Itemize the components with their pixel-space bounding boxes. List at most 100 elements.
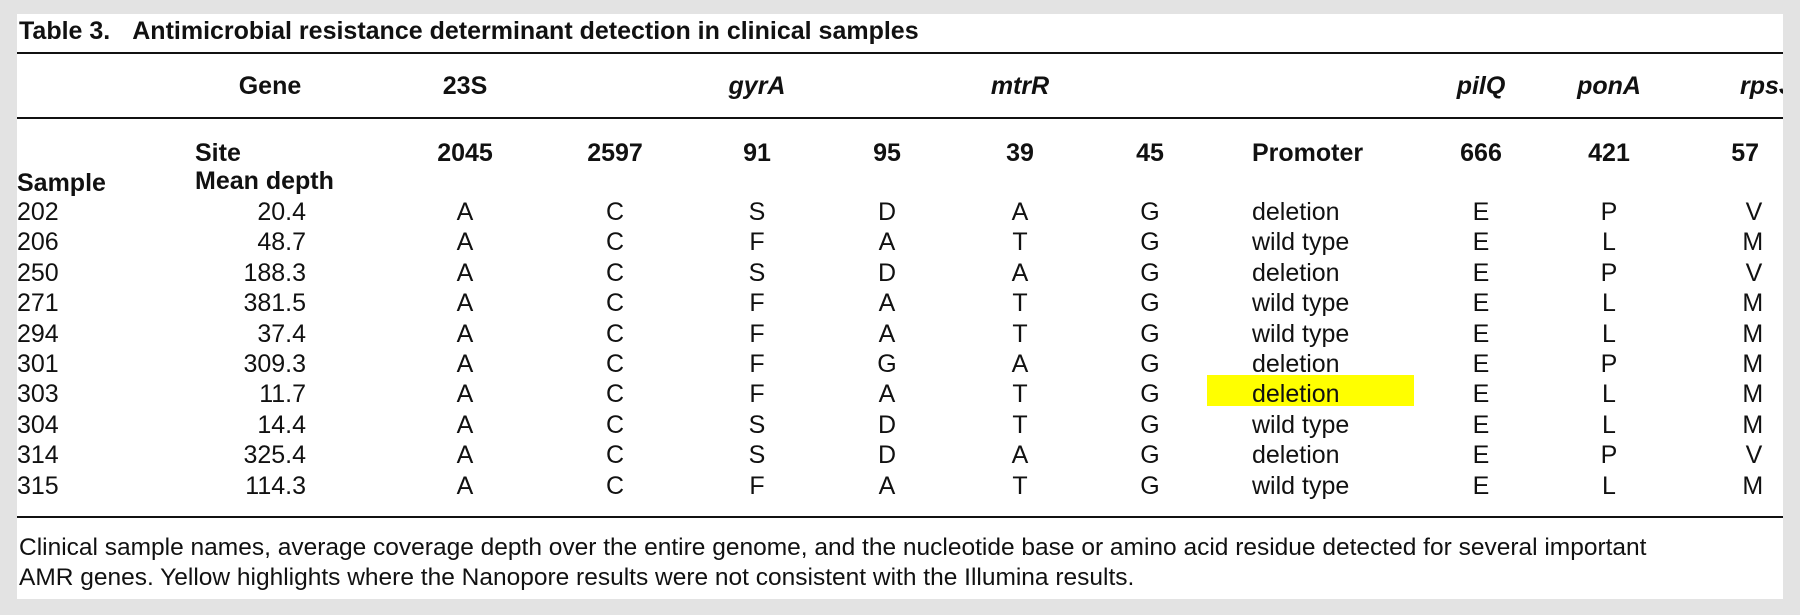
sample-cell: 294	[17, 319, 59, 348]
promoter-cell: wild type	[1252, 289, 1350, 318]
residue-cell: F	[749, 289, 765, 318]
residue-cell: T	[1012, 319, 1028, 348]
mean-depth-cell: 11.7	[259, 380, 306, 409]
table-label: Table 3.	[19, 17, 111, 45]
residue-cell: P	[1600, 441, 1618, 470]
site-91: 91	[743, 139, 771, 167]
residue-cell: S	[748, 258, 766, 287]
residue-cell: V	[1745, 198, 1763, 226]
residue-cell: E	[1472, 441, 1490, 470]
residue-cell: M	[1742, 289, 1764, 318]
residue-cell: E	[1472, 258, 1490, 287]
promoter-cell: deletion	[1252, 258, 1340, 287]
gene-gyra: gyrA	[728, 72, 786, 100]
promoter-cell: wild type	[1252, 228, 1350, 257]
residue-cell: A	[456, 350, 474, 378]
residue-cell: E	[1472, 380, 1490, 409]
residue-cell: T	[1012, 228, 1028, 257]
residue-cell: C	[605, 471, 625, 500]
residue-cell: A	[456, 319, 474, 348]
residue-cell: G	[1140, 471, 1160, 500]
mean-depth-cell: 114.3	[245, 471, 306, 500]
bottom-rule	[17, 516, 1783, 518]
residue-cell: A	[1011, 258, 1029, 287]
gene-rpsj: rpsJ	[1740, 72, 1783, 100]
site-header-label: Site	[195, 139, 241, 167]
residue-cell: C	[605, 319, 625, 348]
residue-cell: S	[748, 198, 766, 226]
residue-cell: A	[878, 228, 896, 257]
sample-cell: 314	[17, 441, 59, 470]
site-45: 45	[1136, 139, 1164, 167]
sample-cell: 303	[17, 380, 59, 409]
residue-cell: M	[1742, 319, 1764, 348]
header-rule	[17, 117, 1783, 119]
table-footnote: Clinical sample names, average coverage …	[19, 533, 1781, 593]
residue-cell: G	[877, 350, 897, 378]
residue-cell: M	[1742, 228, 1764, 257]
residue-cell: A	[456, 410, 474, 439]
residue-cell: M	[1742, 471, 1764, 500]
residue-cell: L	[1602, 471, 1616, 500]
mean-depth-cell: 309.3	[243, 350, 306, 378]
sample-column-header: Sample	[17, 169, 106, 197]
residue-cell: G	[1140, 319, 1160, 348]
residue-cell: A	[456, 258, 474, 287]
residue-cell: T	[1012, 289, 1028, 318]
table-title: Table 3. Antimicrobial resistance determi…	[19, 14, 919, 48]
residue-cell: L	[1602, 410, 1616, 439]
residue-cell: E	[1472, 410, 1490, 439]
residue-cell: A	[456, 228, 474, 257]
residue-cell: A	[456, 441, 474, 470]
residue-cell: L	[1602, 319, 1616, 348]
promoter-cell: deletion	[1252, 198, 1340, 226]
promoter-cell: deletion	[1252, 441, 1340, 470]
gene-23s: 23S	[442, 72, 488, 100]
residue-cell: A	[1011, 350, 1029, 378]
residue-cell: D	[877, 410, 897, 439]
mean-depth-cell: 381.5	[243, 289, 306, 318]
residue-cell: E	[1472, 228, 1490, 257]
residue-cell: A	[878, 319, 896, 348]
inconsistency-highlight	[1207, 375, 1414, 406]
site-57: 57	[1731, 139, 1759, 167]
residue-cell: D	[877, 198, 897, 226]
residue-cell: M	[1742, 410, 1764, 439]
residue-cell: V	[1745, 441, 1763, 470]
residue-cell: T	[1012, 410, 1028, 439]
residue-cell: G	[1140, 258, 1160, 287]
residue-cell: C	[605, 289, 625, 318]
mean-depth-column-header: Mean depth	[195, 167, 334, 195]
mean-depth-cell: 188.3	[243, 258, 306, 287]
residue-cell: A	[1011, 198, 1029, 226]
residue-cell: S	[748, 410, 766, 439]
gene-header-label: Gene	[238, 72, 302, 100]
mean-depth-cell: 20.4	[257, 198, 306, 226]
mean-depth-cell: 14.4	[257, 410, 306, 439]
site-2045: 2045	[437, 139, 493, 167]
residue-cell: P	[1600, 350, 1618, 378]
residue-cell: G	[1140, 380, 1160, 409]
residue-cell: A	[878, 380, 896, 409]
site-2597: 2597	[587, 139, 643, 167]
residue-cell: G	[1140, 350, 1160, 378]
residue-cell: F	[749, 319, 765, 348]
residue-cell: L	[1602, 289, 1616, 318]
mean-depth-cell: 48.7	[257, 228, 306, 257]
residue-cell: C	[605, 258, 625, 287]
site-promoter: Promoter	[1252, 139, 1364, 167]
table-panel: Table 3. Antimicrobial resistance determi…	[17, 14, 1783, 599]
residue-cell: A	[456, 380, 474, 409]
residue-cell: F	[749, 350, 765, 378]
residue-cell: D	[877, 258, 897, 287]
sample-cell: 271	[17, 289, 59, 318]
residue-cell: A	[456, 198, 474, 226]
residue-cell: A	[1011, 441, 1029, 470]
sample-cell: 315	[17, 471, 59, 500]
table-caption: Antimicrobial resistance determinant det…	[132, 17, 919, 45]
residue-cell: P	[1600, 258, 1618, 287]
promoter-cell: wild type	[1252, 471, 1350, 500]
residue-cell: C	[605, 350, 625, 378]
residue-cell: M	[1742, 380, 1764, 409]
residue-cell: C	[605, 410, 625, 439]
